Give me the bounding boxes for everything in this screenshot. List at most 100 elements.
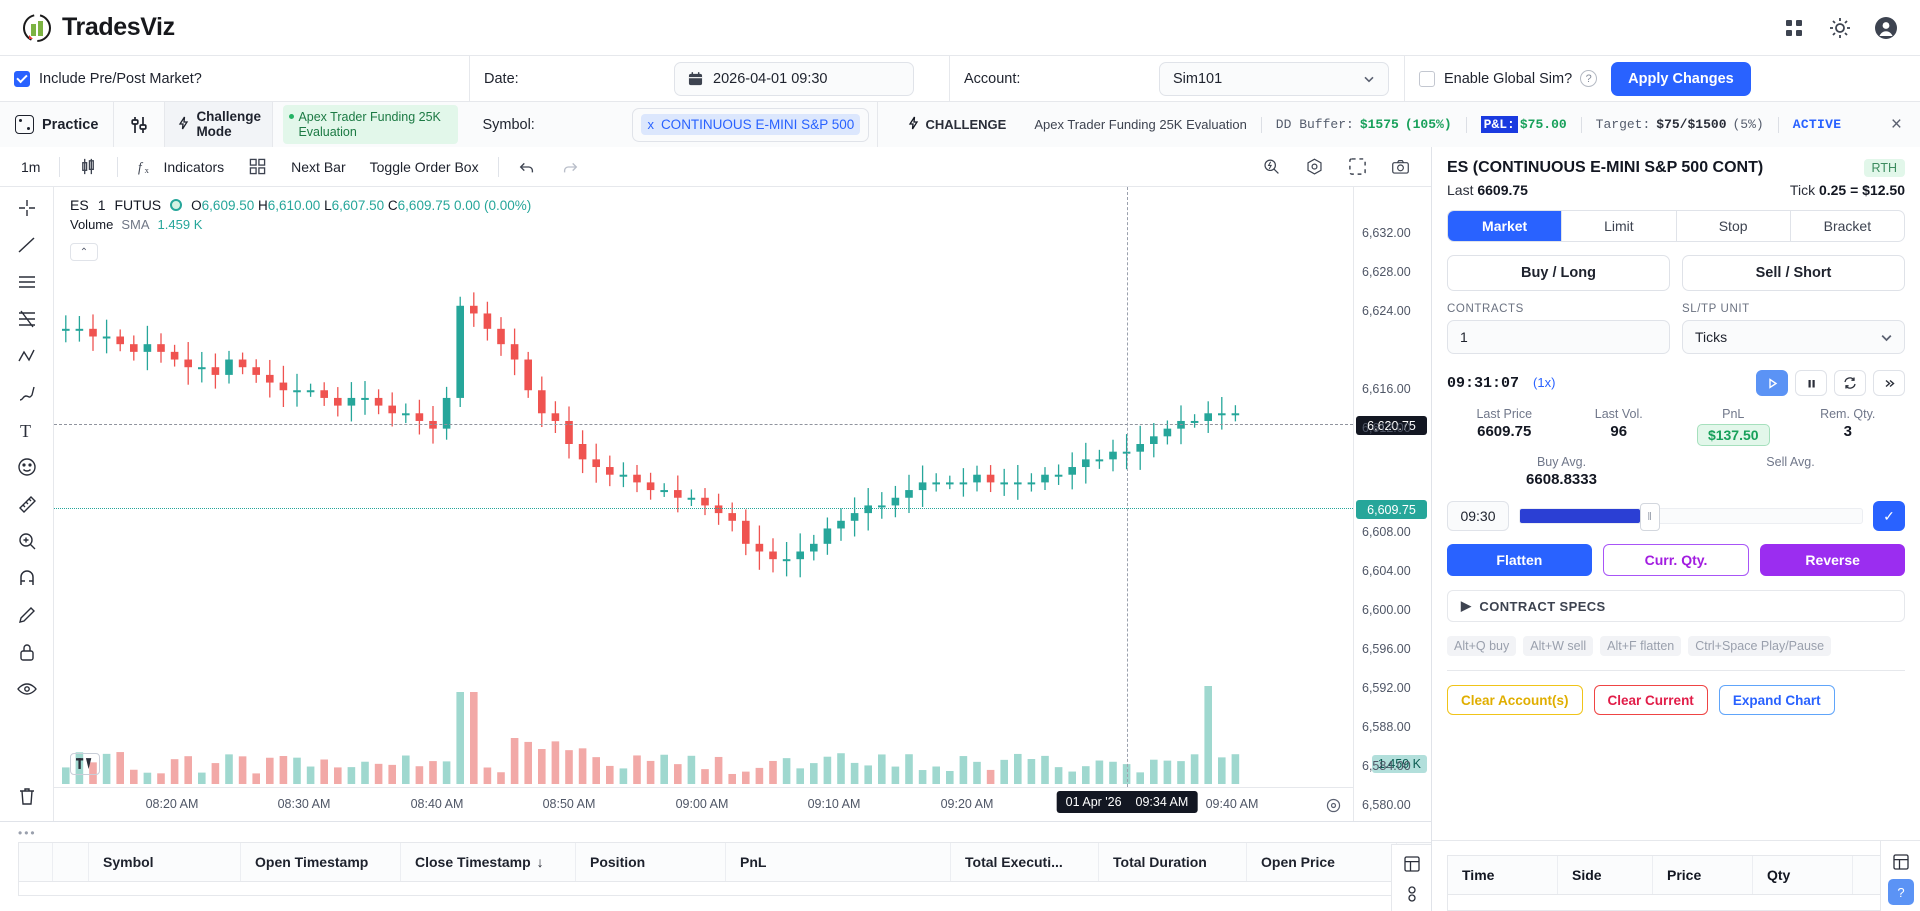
crosshair-icon[interactable] <box>16 197 38 219</box>
date-input[interactable]: 2026-04-01 09:30 <box>674 61 914 96</box>
table-row[interactable] <box>18 882 1431 896</box>
row-select-col[interactable] <box>19 843 53 881</box>
fib-retracement-icon[interactable] <box>16 308 38 330</box>
column-qty[interactable]: Qty <box>1753 856 1853 894</box>
sell-short-button[interactable]: Sell / Short <box>1682 255 1905 291</box>
timeframe-button[interactable]: 1m <box>21 158 41 175</box>
candle-style-button[interactable] <box>68 153 109 181</box>
magnet-icon[interactable] <box>16 567 38 589</box>
apply-changes-button[interactable]: Apply Changes <box>1611 61 1751 96</box>
eye-hide-icon[interactable] <box>16 678 38 700</box>
chart-plot[interactable]: ES 1 FUTUS O6,609.50 H6,610.00 L6,607.50… <box>54 187 1431 821</box>
column-total-duration[interactable]: Total Duration <box>1099 843 1247 881</box>
indicators-button[interactable]: f x Indicators <box>126 153 235 181</box>
time-axis[interactable]: 08:20 AM 08:30 AM 08:40 AM 08:50 AM 09:0… <box>54 787 1353 821</box>
current-qty-button[interactable]: Curr. Qty. <box>1602 544 1750 576</box>
clear-accounts-button[interactable]: Clear Account(s) <box>1447 685 1583 715</box>
column-position[interactable]: Position <box>576 843 726 881</box>
lock-icon[interactable] <box>16 641 38 663</box>
column-close-timestamp[interactable]: Close Timestamp ↓ <box>401 843 576 881</box>
axis-settings-icon[interactable] <box>1325 797 1343 815</box>
include-prepost-toggle[interactable]: Include Pre/Post Market? <box>0 56 470 101</box>
emoji-icon[interactable] <box>16 456 38 478</box>
symbol-chip[interactable]: x CONTINUOUS E-MINI S&P 500 <box>641 114 861 135</box>
play-icon[interactable] <box>1756 370 1788 396</box>
replay-button[interactable] <box>1251 153 1292 181</box>
close-status-icon[interactable]: × <box>1890 113 1902 135</box>
tab-market[interactable]: Market <box>1448 211 1563 241</box>
account-actions: Clear Account(s) Clear Current Expand Ch… <box>1447 685 1905 715</box>
chart-settings-button[interactable] <box>1294 153 1335 181</box>
trend-line-icon[interactable] <box>16 234 38 256</box>
column-time[interactable]: Time <box>1448 856 1558 894</box>
resize-grip[interactable]: ••• <box>18 826 37 840</box>
snapshot-button[interactable] <box>1380 153 1421 181</box>
brand[interactable]: TradesViz <box>22 13 175 43</box>
help-fab-button[interactable]: ? <box>1888 879 1914 905</box>
sltp-unit-label: SL/TP UNIT <box>1682 303 1750 315</box>
fullscreen-button[interactable] <box>1337 153 1378 181</box>
expand-chart-button[interactable]: Expand Chart <box>1718 685 1835 715</box>
next-bar-button[interactable]: Next Bar <box>291 158 346 175</box>
brush-icon[interactable] <box>16 382 38 404</box>
remove-symbol-icon[interactable]: x <box>647 117 654 132</box>
grid-apps-icon[interactable] <box>1782 16 1806 40</box>
column-pnl[interactable]: PnL <box>726 843 951 881</box>
zoom-in-icon[interactable] <box>16 530 38 552</box>
horizontal-lines-icon[interactable] <box>16 271 38 293</box>
tab-stop[interactable]: Stop <box>1677 211 1791 241</box>
column-total-executions[interactable]: Total Executi... <box>951 843 1099 881</box>
pen-lock-icon[interactable] <box>16 604 38 626</box>
toggle-order-box-button[interactable]: Toggle Order Box <box>369 158 479 175</box>
enable-global-sim-toggle[interactable]: Enable Global Sim? ? Apply Changes <box>1405 56 1765 101</box>
layout-button[interactable] <box>237 153 278 181</box>
enable-global-sim-checkbox[interactable] <box>1419 70 1435 87</box>
tradingview-logo-icon[interactable] <box>70 753 100 775</box>
pause-icon[interactable] <box>1795 370 1827 396</box>
user-account-icon[interactable] <box>1874 16 1898 40</box>
table-columns-icon[interactable] <box>1403 855 1421 873</box>
clear-current-button[interactable]: Clear Current <box>1593 685 1708 715</box>
pattern-icon[interactable] <box>16 345 38 367</box>
include-prepost-checkbox[interactable] <box>14 70 30 87</box>
contract-specs-accordion[interactable]: ▶ CONTRACT SPECS <box>1447 590 1905 622</box>
time-tick: 08:20 AM <box>145 797 199 811</box>
buy-long-button[interactable]: Buy / Long <box>1447 255 1670 291</box>
text-icon[interactable]: T <box>16 419 38 441</box>
orders-row[interactable] <box>1447 895 1920 911</box>
row-expand-col[interactable] <box>53 843 89 881</box>
measure-ruler-icon[interactable] <box>16 493 38 515</box>
slider-time-input[interactable]: 09:30 <box>1447 501 1509 531</box>
collapse-legend-button[interactable]: ⌃ <box>70 243 98 261</box>
link-chain-icon[interactable] <box>1403 885 1421 903</box>
price-axis[interactable]: 6,632.00 6,628.00 6,624.00 6,620.75 6,61… <box>1353 187 1431 821</box>
active-plan-chip[interactable]: Apex Trader Funding 25K Evaluation <box>283 105 459 144</box>
flatten-button[interactable]: Flatten <box>1447 544 1592 576</box>
column-price[interactable]: Price <box>1653 856 1753 894</box>
theme-sun-icon[interactable] <box>1828 16 1852 40</box>
tab-bracket[interactable]: Bracket <box>1823 218 1872 234</box>
chart-settings-button[interactable] <box>114 102 166 147</box>
redo-button[interactable] <box>550 153 591 181</box>
column-side[interactable]: Side <box>1558 856 1653 894</box>
column-open-price[interactable]: Open Price <box>1247 843 1397 881</box>
symbol-input[interactable]: x CONTINUOUS E-MINI S&P 500 <box>632 107 870 142</box>
challenge-mode-tab[interactable]: Challenge Mode <box>165 102 274 147</box>
skip-forward-icon[interactable] <box>1873 370 1905 396</box>
sltp-unit-select[interactable]: Ticks <box>1682 320 1905 354</box>
confirm-time-button[interactable]: ✓ <box>1873 501 1905 531</box>
practice-mode-tab[interactable]: Practice <box>0 102 115 147</box>
time-slider[interactable]: ‖ <box>1519 503 1863 531</box>
reset-loop-icon[interactable] <box>1834 370 1866 396</box>
help-icon[interactable]: ? <box>1580 70 1598 87</box>
reverse-button[interactable]: Reverse <box>1760 544 1906 576</box>
tab-limit[interactable]: Limit <box>1562 211 1677 241</box>
trash-icon[interactable] <box>16 785 38 807</box>
account-select[interactable]: Sim101 <box>1159 61 1389 96</box>
slider-handle[interactable]: ‖ <box>1639 503 1660 531</box>
table-columns-icon[interactable] <box>1892 853 1910 871</box>
contracts-input[interactable]: 1 <box>1447 320 1670 354</box>
column-open-timestamp[interactable]: Open Timestamp <box>241 843 401 881</box>
column-symbol[interactable]: Symbol <box>89 843 241 881</box>
undo-button[interactable] <box>507 153 548 181</box>
